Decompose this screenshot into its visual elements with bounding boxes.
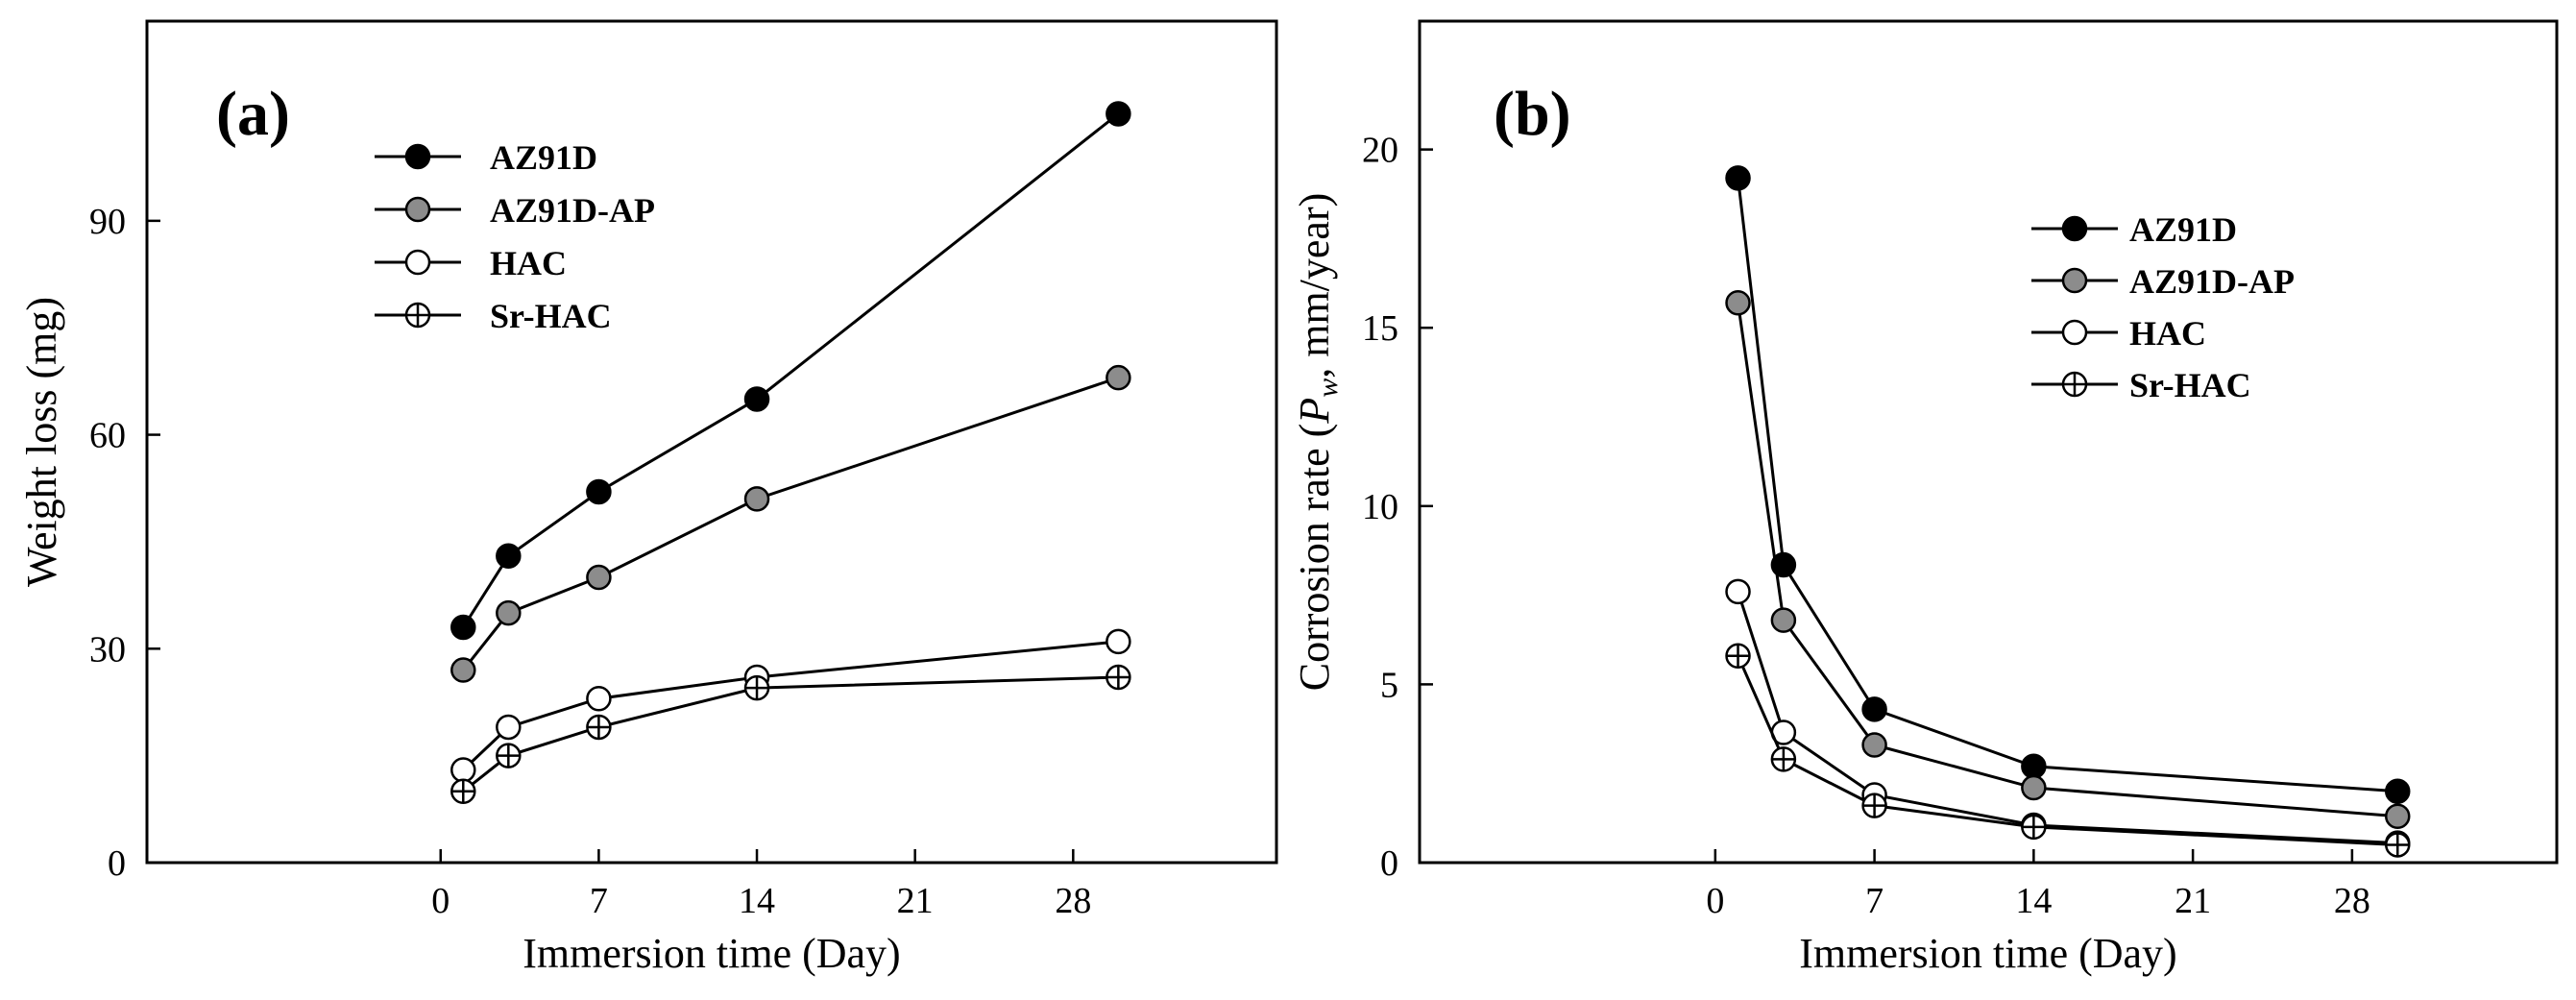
data-point-az91d <box>1861 696 1887 722</box>
legend-label-az91d: AZ91D <box>2129 210 2237 249</box>
legend-marker-hac <box>404 249 431 276</box>
panel-label: (b) <box>1494 79 1571 149</box>
chart-panel-b: 0 7 14 21 28 0 5 10 15 20 Immersion time (Day) Corr… <box>1291 19 2559 977</box>
data-point-az91d-ap <box>496 599 522 626</box>
data-point-az91d-ap <box>2021 774 2047 801</box>
legend-marker-sr-hac <box>2061 371 2088 398</box>
data-point-az91d <box>450 614 476 641</box>
legend-label-sr-hac: Sr-HAC <box>2129 366 2251 404</box>
data-point-hac <box>1106 628 1131 655</box>
x-tick-label: 7 <box>1865 881 1883 921</box>
x-tick-label: 0 <box>1706 881 1724 921</box>
y-axis-label: Corrosion rate (Pw, mm/year) <box>1291 193 1344 692</box>
y-tick-label: 30 <box>89 629 126 670</box>
x-axis-label: Immersion time (Day) <box>1799 930 2176 977</box>
legend-label-az91d-ap: AZ91D-AP <box>2129 262 2295 301</box>
plot-frame <box>1418 19 2559 865</box>
x-axis-label: Immersion time (Day) <box>522 930 900 977</box>
y-tick-label: 15 <box>1362 308 1398 349</box>
data-point-az91d-ap <box>1106 364 1131 391</box>
series-line-az91d-ap <box>462 376 1119 671</box>
series-line-sr-hac <box>462 675 1119 793</box>
data-point-az91d-ap <box>450 657 476 683</box>
x-tick-label: 21 <box>2175 881 2211 921</box>
legend-marker-az91d <box>2061 215 2088 242</box>
legend-label-az91d-ap: AZ91D-AP <box>490 191 655 230</box>
y-tick-label: 10 <box>1362 487 1398 527</box>
x-tick-label: 28 <box>1055 881 1091 921</box>
data-point-az91d <box>743 386 770 412</box>
legend-marker-az91d-ap <box>404 196 431 223</box>
plot-frame <box>145 19 1278 865</box>
data-point-sr-hac <box>2021 814 2047 841</box>
x-tick-label: 0 <box>431 881 450 921</box>
legend: AZ91D AZ91D-AP HAC Sr-HAC <box>2031 210 2295 404</box>
data-point-az91d <box>1725 165 1751 191</box>
y-axis-label: Weight loss (mg) <box>18 297 65 587</box>
legend-marker-hac <box>2061 319 2088 346</box>
y-tick-label: 5 <box>1380 665 1398 705</box>
panel-label: (a) <box>216 79 290 149</box>
legend: AZ91D AZ91D-AP HAC Sr-HAC <box>375 138 655 335</box>
data-point-sr-hac <box>586 714 612 741</box>
data-point-sr-hac <box>743 674 770 701</box>
legend-marker-az91d <box>404 143 431 170</box>
data-point-az91d-ap <box>743 486 770 512</box>
legend-label-hac: HAC <box>490 244 567 282</box>
x-tick-label: 14 <box>739 881 775 921</box>
data-point-sr-hac <box>1106 664 1131 691</box>
data-point-sr-hac <box>496 743 522 768</box>
data-point-hac <box>586 686 612 712</box>
data-point-az91d <box>2021 753 2047 780</box>
legend-label-az91d: AZ91D <box>490 138 597 177</box>
y-tick-label: 0 <box>108 843 126 884</box>
legend-marker-az91d-ap <box>2061 267 2088 294</box>
data-point-az91d-ap <box>1725 289 1751 316</box>
x-tick-label: 28 <box>2334 881 2370 921</box>
data-point-az91d <box>586 478 612 505</box>
chart-panel-a: 0 7 14 21 28 0 30 60 90 Immersion time (Day) Weigh… <box>18 19 1278 977</box>
y-tick-label: 60 <box>89 416 126 456</box>
data-point-hac <box>1725 578 1751 605</box>
data-point-az91d-ap <box>586 564 612 591</box>
legend-label-hac: HAC <box>2129 314 2206 353</box>
legend-marker-sr-hac <box>404 302 431 329</box>
data-point-sr-hac <box>450 778 476 805</box>
y-tick-label: 90 <box>89 202 126 242</box>
series-line-hac <box>462 640 1119 771</box>
x-tick-label: 7 <box>590 881 608 921</box>
series-line-sr-hac <box>1737 655 2398 846</box>
y-tick-label: 20 <box>1362 131 1398 171</box>
data-point-sr-hac <box>2384 832 2411 858</box>
data-point-az91d-ap <box>2384 803 2411 829</box>
data-point-sr-hac <box>1725 643 1751 669</box>
data-point-az91d <box>496 543 522 570</box>
data-point-az91d-ap <box>1861 732 1887 758</box>
data-point-az91d-ap <box>1770 607 1797 633</box>
data-point-az91d <box>1106 101 1131 127</box>
data-point-az91d <box>2384 778 2411 805</box>
data-point-sr-hac <box>1861 793 1887 818</box>
legend-label-sr-hac: Sr-HAC <box>490 297 612 335</box>
x-tick-label: 14 <box>2015 881 2052 921</box>
data-point-hac <box>450 757 476 783</box>
x-tick-label: 21 <box>897 881 934 921</box>
data-point-sr-hac <box>1770 746 1797 772</box>
data-point-hac <box>496 714 522 741</box>
y-tick-label: 0 <box>1380 843 1398 884</box>
series-line-hac <box>1737 591 2398 845</box>
